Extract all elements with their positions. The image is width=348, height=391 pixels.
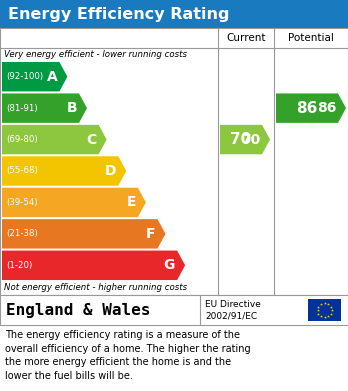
Text: Potential: Potential xyxy=(288,33,334,43)
Bar xyxy=(0,295,348,325)
Text: Energy Efficiency Rating: Energy Efficiency Rating xyxy=(8,7,229,22)
Text: C: C xyxy=(86,133,97,147)
Text: EU Directive
2002/91/EC: EU Directive 2002/91/EC xyxy=(205,300,261,320)
Polygon shape xyxy=(2,125,106,154)
Text: (55-68): (55-68) xyxy=(6,167,38,176)
Text: (1-20): (1-20) xyxy=(6,261,32,270)
Text: 86: 86 xyxy=(317,101,336,115)
Polygon shape xyxy=(2,251,185,280)
Polygon shape xyxy=(2,156,126,186)
Text: 70: 70 xyxy=(230,132,252,147)
Bar xyxy=(0,28,348,295)
Text: 70: 70 xyxy=(241,133,260,147)
Text: Very energy efficient - lower running costs: Very energy efficient - lower running co… xyxy=(4,50,187,59)
Polygon shape xyxy=(220,125,270,154)
Text: G: G xyxy=(164,258,175,272)
Polygon shape xyxy=(2,93,87,123)
Bar xyxy=(308,299,341,321)
Text: B: B xyxy=(66,101,77,115)
Text: (92-100): (92-100) xyxy=(6,72,43,81)
Text: (81-91): (81-91) xyxy=(6,104,38,113)
Text: Not energy efficient - higher running costs: Not energy efficient - higher running co… xyxy=(4,283,187,292)
Polygon shape xyxy=(2,62,68,91)
Text: A: A xyxy=(47,70,57,84)
Text: (69-80): (69-80) xyxy=(6,135,38,144)
Text: (21-38): (21-38) xyxy=(6,230,38,239)
Text: The energy efficiency rating is a measure of the
overall efficiency of a home. T: The energy efficiency rating is a measur… xyxy=(5,330,251,381)
Text: Current: Current xyxy=(226,33,266,43)
Text: F: F xyxy=(146,227,156,241)
Text: E: E xyxy=(126,196,136,210)
Text: (39-54): (39-54) xyxy=(6,198,38,207)
Text: England & Wales: England & Wales xyxy=(6,303,150,317)
Polygon shape xyxy=(2,188,146,217)
Polygon shape xyxy=(276,93,346,123)
Polygon shape xyxy=(2,219,166,249)
Text: 86: 86 xyxy=(296,100,318,116)
Bar xyxy=(0,0,348,28)
Text: D: D xyxy=(105,164,116,178)
